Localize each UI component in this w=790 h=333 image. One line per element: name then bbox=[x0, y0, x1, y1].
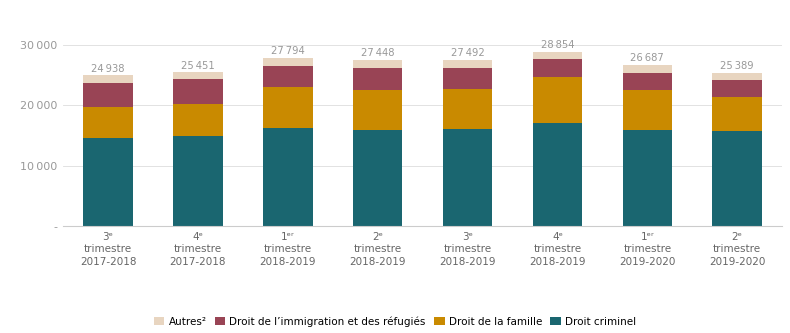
Bar bbox=[84, 138, 133, 226]
Bar bbox=[84, 76, 133, 83]
Bar bbox=[263, 87, 313, 128]
Bar bbox=[713, 80, 762, 97]
Bar bbox=[532, 77, 582, 123]
Bar bbox=[713, 132, 762, 226]
Bar bbox=[263, 58, 313, 66]
Bar bbox=[84, 107, 133, 138]
Bar bbox=[353, 60, 402, 68]
Bar bbox=[263, 128, 313, 226]
Bar bbox=[443, 68, 492, 89]
Bar bbox=[353, 68, 402, 90]
Bar bbox=[623, 65, 672, 73]
Bar bbox=[443, 89, 492, 129]
Bar bbox=[353, 90, 402, 130]
Bar bbox=[713, 97, 762, 132]
Bar bbox=[713, 73, 762, 80]
Bar bbox=[623, 130, 672, 226]
Text: 25 389: 25 389 bbox=[720, 61, 754, 71]
Bar bbox=[532, 52, 582, 59]
Bar bbox=[173, 72, 223, 79]
Bar bbox=[84, 83, 133, 107]
Bar bbox=[173, 136, 223, 226]
Bar bbox=[532, 59, 582, 77]
Bar bbox=[443, 129, 492, 226]
Text: 27 492: 27 492 bbox=[451, 48, 484, 58]
Text: 25 451: 25 451 bbox=[181, 61, 215, 71]
Legend: Autres², Droit de l’immigration et des réfugiés, Droit de la famille, Droit crim: Autres², Droit de l’immigration et des r… bbox=[150, 312, 640, 331]
Text: 27 794: 27 794 bbox=[271, 46, 305, 56]
Text: 28 854: 28 854 bbox=[540, 40, 574, 50]
Text: 27 448: 27 448 bbox=[361, 48, 394, 58]
Text: 26 687: 26 687 bbox=[630, 53, 664, 63]
Bar bbox=[623, 90, 672, 130]
Bar bbox=[353, 130, 402, 226]
Bar bbox=[173, 104, 223, 136]
Bar bbox=[173, 79, 223, 104]
Bar bbox=[623, 73, 672, 90]
Text: 24 938: 24 938 bbox=[92, 64, 125, 74]
Bar bbox=[443, 60, 492, 68]
Bar bbox=[532, 123, 582, 226]
Bar bbox=[263, 66, 313, 87]
